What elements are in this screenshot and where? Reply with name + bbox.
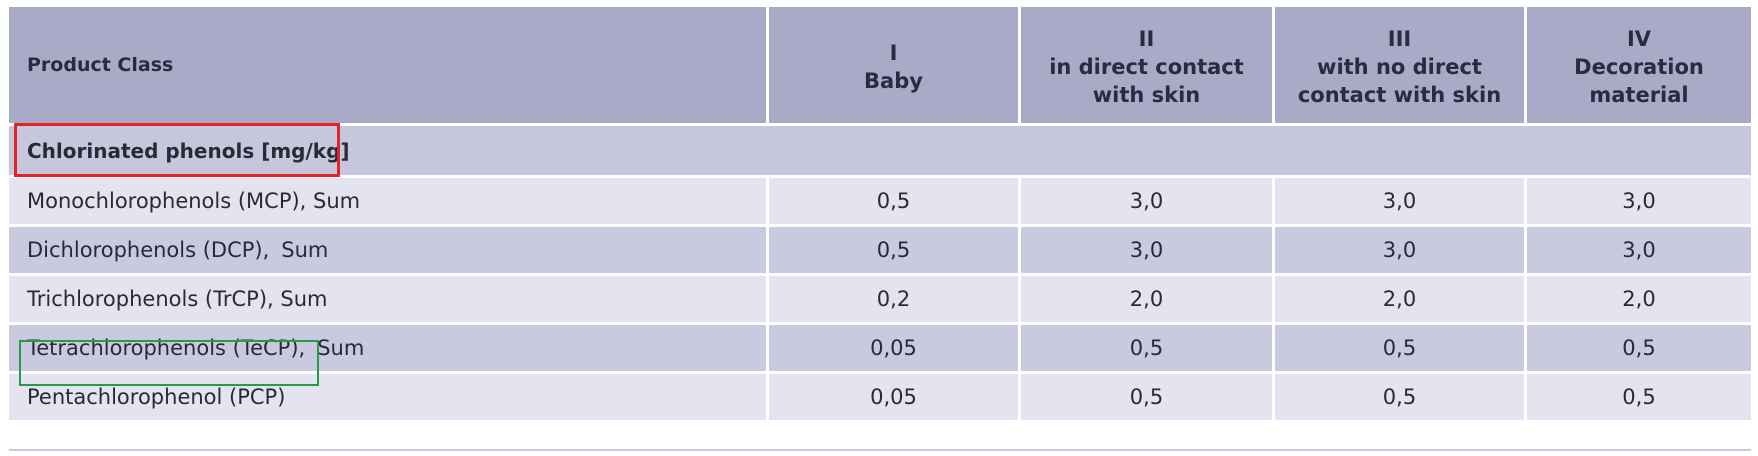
column-roman: I bbox=[889, 41, 898, 65]
substance-suffix: Sum bbox=[281, 238, 329, 262]
value-no-direct-contact: 0,5 bbox=[1275, 325, 1527, 374]
table-row: Pentachlorophenol (PCP) 0,05 0,5 0,5 0,5 bbox=[9, 374, 1751, 423]
table-row: Tetrachlorophenols (TeCP), Sum 0,05 0,5 0… bbox=[9, 325, 1751, 374]
column-roman: II bbox=[1138, 27, 1155, 51]
table-row: Dichlorophenols (DCP), Sum 0,5 3,0 3,0 3,… bbox=[9, 227, 1751, 276]
column-title: with skin bbox=[1092, 83, 1201, 107]
value-decoration: 0,5 bbox=[1527, 325, 1751, 374]
value-baby: 0,05 bbox=[769, 374, 1021, 423]
table-row: Trichlorophenols (TrCP), Sum 0,2 2,0 2,0… bbox=[9, 276, 1751, 325]
value-no-direct-contact: 0,5 bbox=[1275, 374, 1527, 423]
value-direct-contact: 3,0 bbox=[1021, 227, 1275, 276]
section-highlight-red bbox=[14, 123, 340, 177]
substance-name: Dichlorophenols (DCP), Sum bbox=[9, 227, 769, 276]
value-direct-contact: 0,5 bbox=[1021, 374, 1275, 423]
substance-name: Pentachlorophenol (PCP) bbox=[9, 374, 769, 423]
value-no-direct-contact: 2,0 bbox=[1275, 276, 1527, 325]
product-class-header: Product Class bbox=[9, 7, 769, 126]
value-decoration: 3,0 bbox=[1527, 178, 1751, 227]
column-header-iv: IV Decoration material bbox=[1527, 7, 1751, 126]
column-title: in direct contact bbox=[1049, 55, 1244, 79]
table-row: Monochlorophenols (MCP), Sum 0,5 3,0 3,0… bbox=[9, 178, 1751, 227]
value-baby: 0,2 bbox=[769, 276, 1021, 325]
table-bottom-rule bbox=[9, 449, 1751, 451]
column-roman: IV bbox=[1626, 27, 1652, 51]
substance-suffix: Sum bbox=[317, 336, 365, 360]
substance-name: Trichlorophenols (TrCP), Sum bbox=[9, 276, 769, 325]
value-decoration: 0,5 bbox=[1527, 374, 1751, 423]
chlorinated-phenols-table: Product Class I Baby II in direct contac… bbox=[9, 7, 1751, 423]
column-title: with no direct bbox=[1317, 55, 1482, 79]
value-direct-contact: 3,0 bbox=[1021, 178, 1275, 227]
substance-label: Trichlorophenols (TrCP), Sum bbox=[27, 287, 328, 311]
value-direct-contact: 0,5 bbox=[1021, 325, 1275, 374]
substance-name: Monochlorophenols (MCP), Sum bbox=[9, 178, 769, 227]
column-title: Decoration bbox=[1574, 55, 1704, 79]
column-roman: III bbox=[1387, 27, 1412, 51]
value-decoration: 3,0 bbox=[1527, 227, 1751, 276]
substance-label: Dichlorophenols (DCP), bbox=[27, 238, 270, 262]
section-row: Chlorinated phenols [mg/kg] bbox=[9, 126, 1751, 178]
value-baby: 0,5 bbox=[769, 178, 1021, 227]
substance-label: Monochlorophenols (MCP), Sum bbox=[27, 189, 361, 213]
column-header-iii: III with no direct contact with skin bbox=[1275, 7, 1527, 126]
value-direct-contact: 2,0 bbox=[1021, 276, 1275, 325]
column-title: contact with skin bbox=[1297, 83, 1502, 107]
column-header-ii: II in direct contact with skin bbox=[1021, 7, 1275, 126]
column-title: Baby bbox=[864, 69, 923, 93]
column-header-i: I Baby bbox=[769, 7, 1021, 126]
value-no-direct-contact: 3,0 bbox=[1275, 178, 1527, 227]
value-baby: 0,05 bbox=[769, 325, 1021, 374]
column-title: material bbox=[1589, 83, 1689, 107]
value-baby: 0,5 bbox=[769, 227, 1021, 276]
substance-label: Pentachlorophenol (PCP) bbox=[27, 385, 286, 409]
table-header-row: Product Class I Baby II in direct contac… bbox=[9, 7, 1751, 126]
section-title: Chlorinated phenols [mg/kg] bbox=[9, 126, 1751, 178]
value-decoration: 2,0 bbox=[1527, 276, 1751, 325]
row-highlight-green bbox=[19, 340, 319, 386]
value-no-direct-contact: 3,0 bbox=[1275, 227, 1527, 276]
